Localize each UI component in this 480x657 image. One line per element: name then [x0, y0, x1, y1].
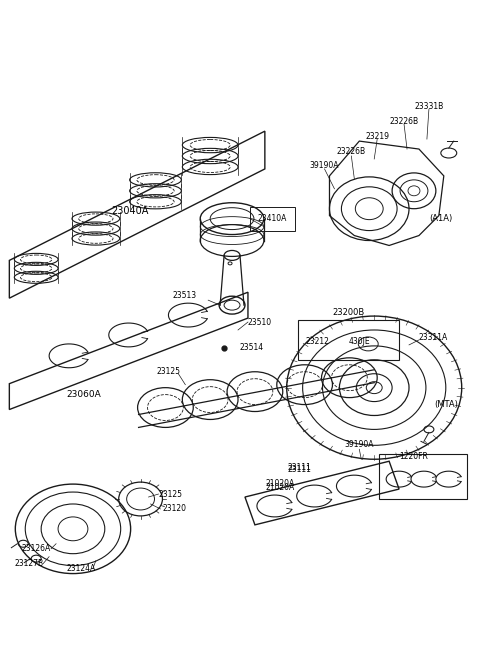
Text: 1220FR: 1220FR	[399, 452, 429, 461]
Text: (A1A): (A1A)	[429, 214, 453, 223]
Text: 23219: 23219	[365, 131, 389, 141]
Text: 23111: 23111	[288, 463, 312, 472]
Text: 23120: 23120	[162, 505, 186, 514]
Text: 23040A: 23040A	[111, 206, 148, 215]
Text: 21020A: 21020A	[265, 478, 294, 487]
Text: 23311A: 23311A	[419, 334, 448, 342]
Text: 23410A: 23410A	[258, 214, 287, 223]
Text: 23510: 23510	[248, 317, 272, 327]
Text: 23212: 23212	[306, 338, 329, 346]
Text: 23111: 23111	[288, 464, 312, 474]
Text: 39190A: 39190A	[345, 440, 374, 449]
Text: 430JE: 430JE	[348, 338, 370, 346]
Text: 23514: 23514	[240, 344, 264, 352]
Text: 21020A: 21020A	[265, 483, 294, 491]
Text: 23125: 23125	[156, 367, 180, 376]
Text: 23200B: 23200B	[332, 307, 364, 317]
Text: 23126A: 23126A	[22, 544, 51, 553]
Text: 23127B: 23127B	[15, 559, 44, 568]
Text: 39190A: 39190A	[310, 162, 339, 170]
Text: (MTA): (MTA)	[434, 400, 458, 409]
Text: 23331B: 23331B	[414, 102, 444, 111]
Text: 23060A: 23060A	[66, 390, 101, 399]
Text: 23226B: 23226B	[337, 147, 366, 156]
Text: 23124A: 23124A	[66, 564, 96, 573]
Text: 23226B: 23226B	[389, 117, 419, 125]
Text: 23513: 23513	[172, 290, 196, 300]
Text: 23125: 23125	[158, 489, 182, 499]
